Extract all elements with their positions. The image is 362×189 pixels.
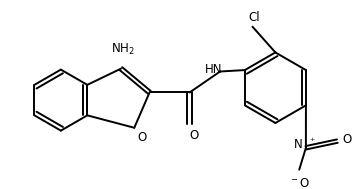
Text: NH$_2$: NH$_2$ (111, 42, 135, 57)
Text: O: O (137, 131, 147, 144)
Text: N: N (294, 138, 303, 151)
Text: O: O (342, 133, 352, 146)
Text: $^-$O: $^-$O (289, 177, 310, 189)
Text: $^+$: $^+$ (308, 137, 316, 146)
Text: Cl: Cl (249, 11, 260, 24)
Text: O: O (190, 129, 199, 142)
Text: HN: HN (205, 63, 222, 76)
